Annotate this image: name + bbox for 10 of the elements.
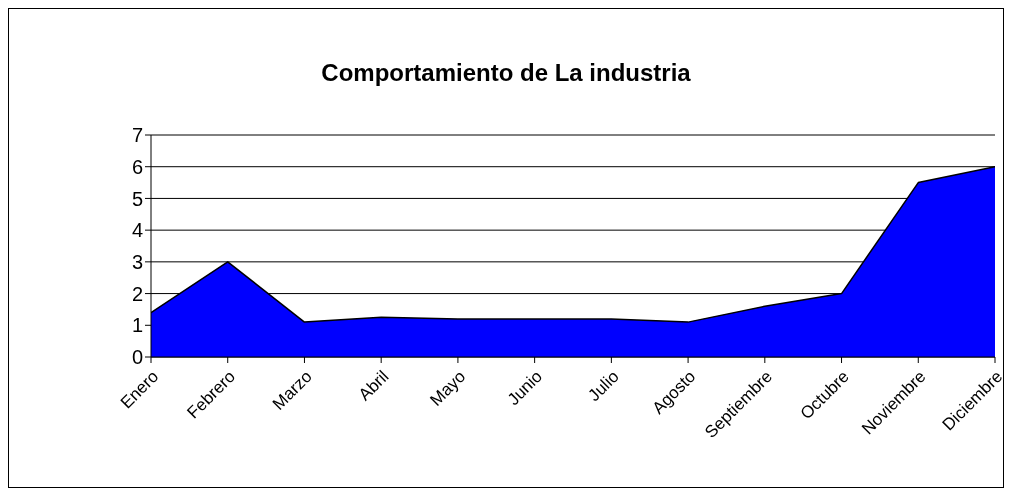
x-tick-label: Julio bbox=[584, 366, 623, 406]
y-tick-label: 5 bbox=[131, 187, 143, 210]
y-tick-label: 0 bbox=[131, 346, 143, 369]
y-tick-label: 2 bbox=[131, 282, 143, 305]
y-tick-label: 7 bbox=[131, 124, 143, 147]
y-tick-label: 3 bbox=[131, 250, 143, 273]
y-tick-label: 4 bbox=[131, 219, 143, 242]
y-tick-label: 1 bbox=[131, 314, 143, 337]
chart-title: Comportamiento de La industria bbox=[320, 59, 692, 87]
y-tick-label: 6 bbox=[131, 155, 143, 178]
